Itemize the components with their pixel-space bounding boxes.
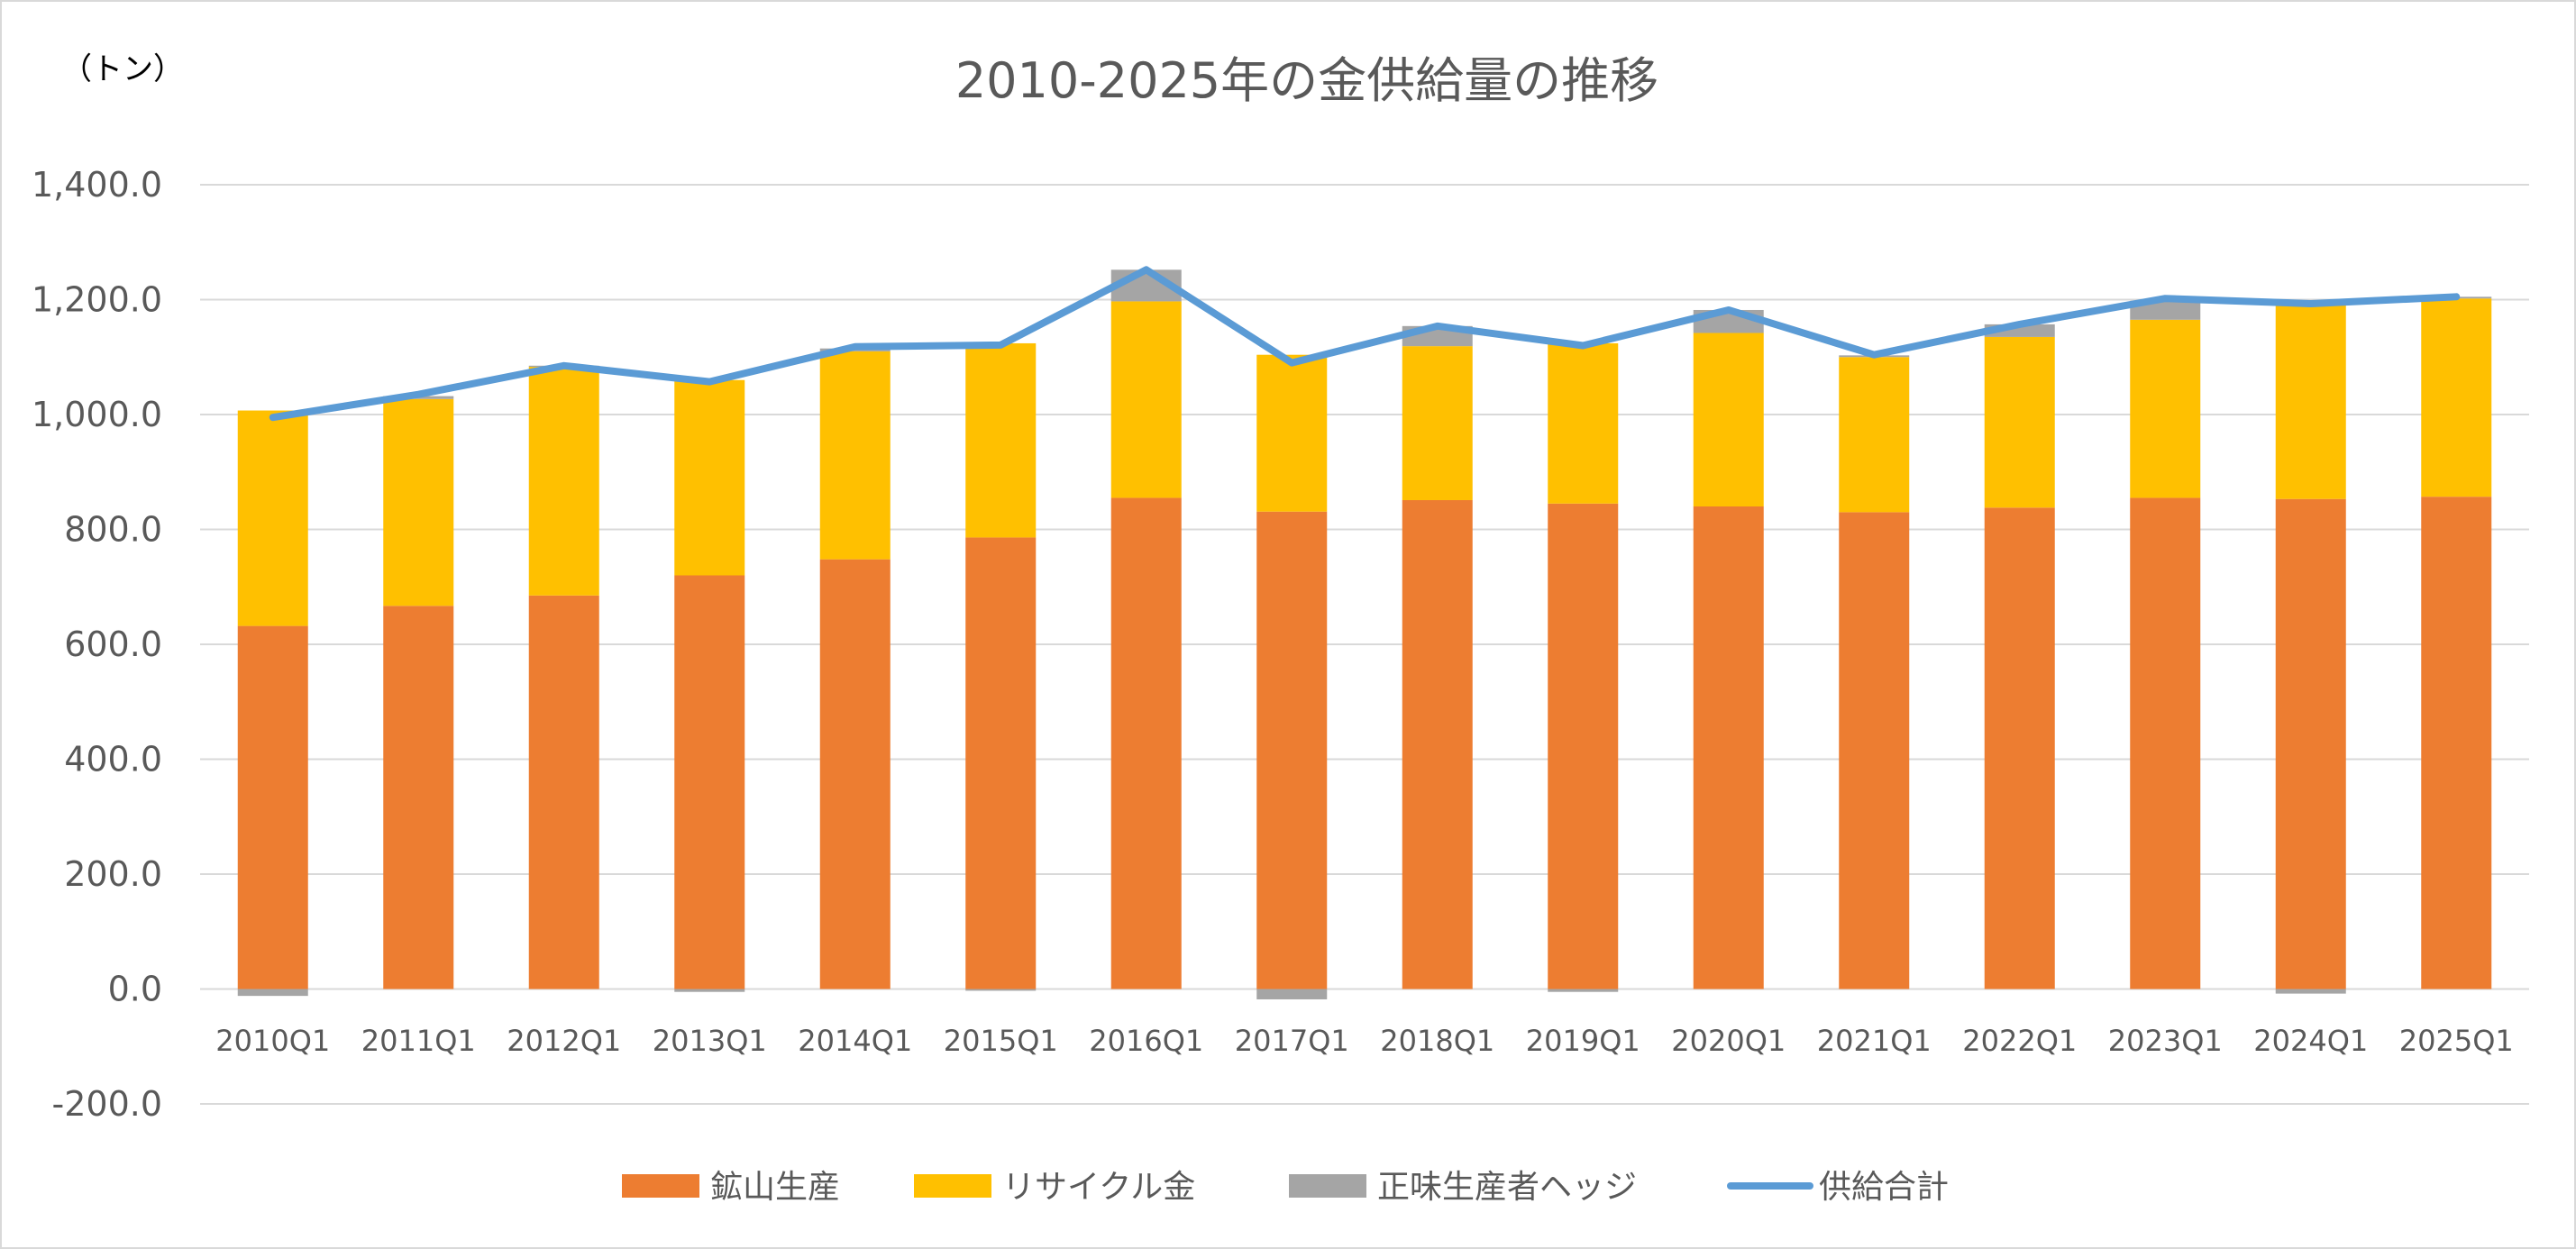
- y-tick-label: -200.0: [52, 1084, 163, 1124]
- x-tick-label: 2016Q1: [1089, 1024, 1203, 1058]
- bar-0-2019Q1: [1548, 503, 1619, 989]
- bar-0-2010Q1: [237, 625, 308, 989]
- x-tick-label: 2020Q1: [1671, 1024, 1786, 1058]
- bar-1-2015Q1: [965, 342, 1037, 538]
- bar-0-2014Q1: [819, 559, 891, 989]
- legend-swatch: [1289, 1174, 1366, 1198]
- y-tick-label: 1,400.0: [32, 165, 162, 205]
- bar-0-2021Q1: [1839, 512, 1910, 989]
- chart-title: 2010-2025年の金供給量の推移: [955, 52, 1658, 109]
- legend-swatch: [622, 1174, 699, 1198]
- y-tick-label: 200.0: [64, 854, 162, 894]
- bar-1-2025Q1: [2421, 298, 2492, 497]
- x-tick-label: 2022Q1: [1962, 1024, 2077, 1058]
- bar-0-2025Q1: [2421, 497, 2492, 989]
- bar-2-2024Q1: [2275, 989, 2346, 994]
- y-tick-label: 1,200.0: [32, 280, 162, 320]
- line-series: [269, 266, 2461, 422]
- y-axis-tick-labels: 1,400.0 1,200.0 1,000.0 800.0 600.0 400.0 200.…: [32, 165, 162, 1124]
- bar-1-2010Q1: [237, 410, 308, 626]
- bar-1-2020Q1: [1693, 333, 1764, 506]
- y-tick-label: 600.0: [64, 624, 162, 664]
- bar-0-2022Q1: [1984, 507, 2055, 989]
- bar-series: [237, 269, 2492, 999]
- bar-1-2012Q1: [528, 367, 599, 596]
- bar-0-2016Q1: [1110, 497, 1182, 989]
- bar-1-2023Q1: [2130, 319, 2201, 498]
- bar-0-2018Q1: [1402, 499, 1473, 989]
- bar-1-2016Q1: [1110, 301, 1182, 498]
- x-tick-label: 2024Q1: [2253, 1024, 2368, 1058]
- bar-2-2023Q1: [2130, 300, 2201, 320]
- bar-2-2010Q1: [237, 989, 308, 997]
- bar-0-2024Q1: [2275, 498, 2346, 989]
- bar-1-2019Q1: [1548, 342, 1619, 504]
- y-tick-label: 1,000.0: [32, 395, 162, 434]
- bar-1-2011Q1: [383, 398, 454, 606]
- x-axis-tick-labels: 2010Q1 2011Q1 2012Q1 2013Q1 2014Q1 2015Q1 2016…: [215, 1024, 2513, 1058]
- bar-0-2020Q1: [1693, 506, 1764, 989]
- legend-label: リサイクル金: [1002, 1169, 1195, 1206]
- y-tick-label: 0.0: [108, 970, 162, 1009]
- legend: 鉱山生産 リサイクル金 正味生産者ヘッジ 供給合計: [622, 1169, 1949, 1206]
- bar-0-2011Q1: [383, 606, 454, 989]
- bar-0-2015Q1: [965, 537, 1037, 989]
- y-axis-unit-label: （トン）: [61, 51, 184, 87]
- bar-2-2019Q1: [1548, 989, 1619, 992]
- bar-0-2013Q1: [674, 575, 745, 989]
- x-tick-label: 2025Q1: [2399, 1024, 2514, 1058]
- bar-0-2023Q1: [2130, 497, 2201, 989]
- bar-1-2021Q1: [1839, 357, 1910, 513]
- total-supply-line: [269, 266, 2461, 422]
- x-tick-label: 2012Q1: [507, 1024, 621, 1058]
- legend-label: 正味生産者ヘッジ: [1377, 1169, 1637, 1206]
- x-tick-label: 2015Q1: [944, 1024, 1058, 1058]
- x-tick-label: 2010Q1: [215, 1024, 330, 1058]
- legend-label: 鉱山生産: [710, 1169, 840, 1206]
- bar-0-2017Q1: [1256, 511, 1328, 989]
- x-tick-label: 2021Q1: [1817, 1024, 1932, 1058]
- x-tick-label: 2019Q1: [1526, 1024, 1640, 1058]
- bar-2-2013Q1: [674, 989, 745, 992]
- x-tick-label: 2014Q1: [798, 1024, 912, 1058]
- x-tick-label: 2013Q1: [653, 1024, 767, 1058]
- x-tick-label: 2023Q1: [2108, 1024, 2223, 1058]
- bar-1-2017Q1: [1256, 354, 1328, 512]
- legend-swatch: [914, 1174, 991, 1198]
- bar-1-2013Q1: [674, 379, 745, 576]
- bar-1-2018Q1: [1402, 346, 1473, 500]
- y-tick-label: 400.0: [64, 740, 162, 779]
- x-tick-label: 2017Q1: [1235, 1024, 1349, 1058]
- x-tick-label: 2011Q1: [361, 1024, 476, 1058]
- bar-1-2024Q1: [2275, 303, 2346, 499]
- bar-2-2017Q1: [1256, 989, 1328, 999]
- y-tick-label: 800.0: [64, 510, 162, 550]
- bar-1-2022Q1: [1984, 336, 2055, 508]
- bar-2-2015Q1: [965, 989, 1037, 991]
- x-tick-label: 2018Q1: [1380, 1024, 1494, 1058]
- legend-label: 供給合計: [1819, 1169, 1949, 1206]
- bar-1-2014Q1: [819, 351, 891, 560]
- bar-0-2012Q1: [528, 595, 599, 989]
